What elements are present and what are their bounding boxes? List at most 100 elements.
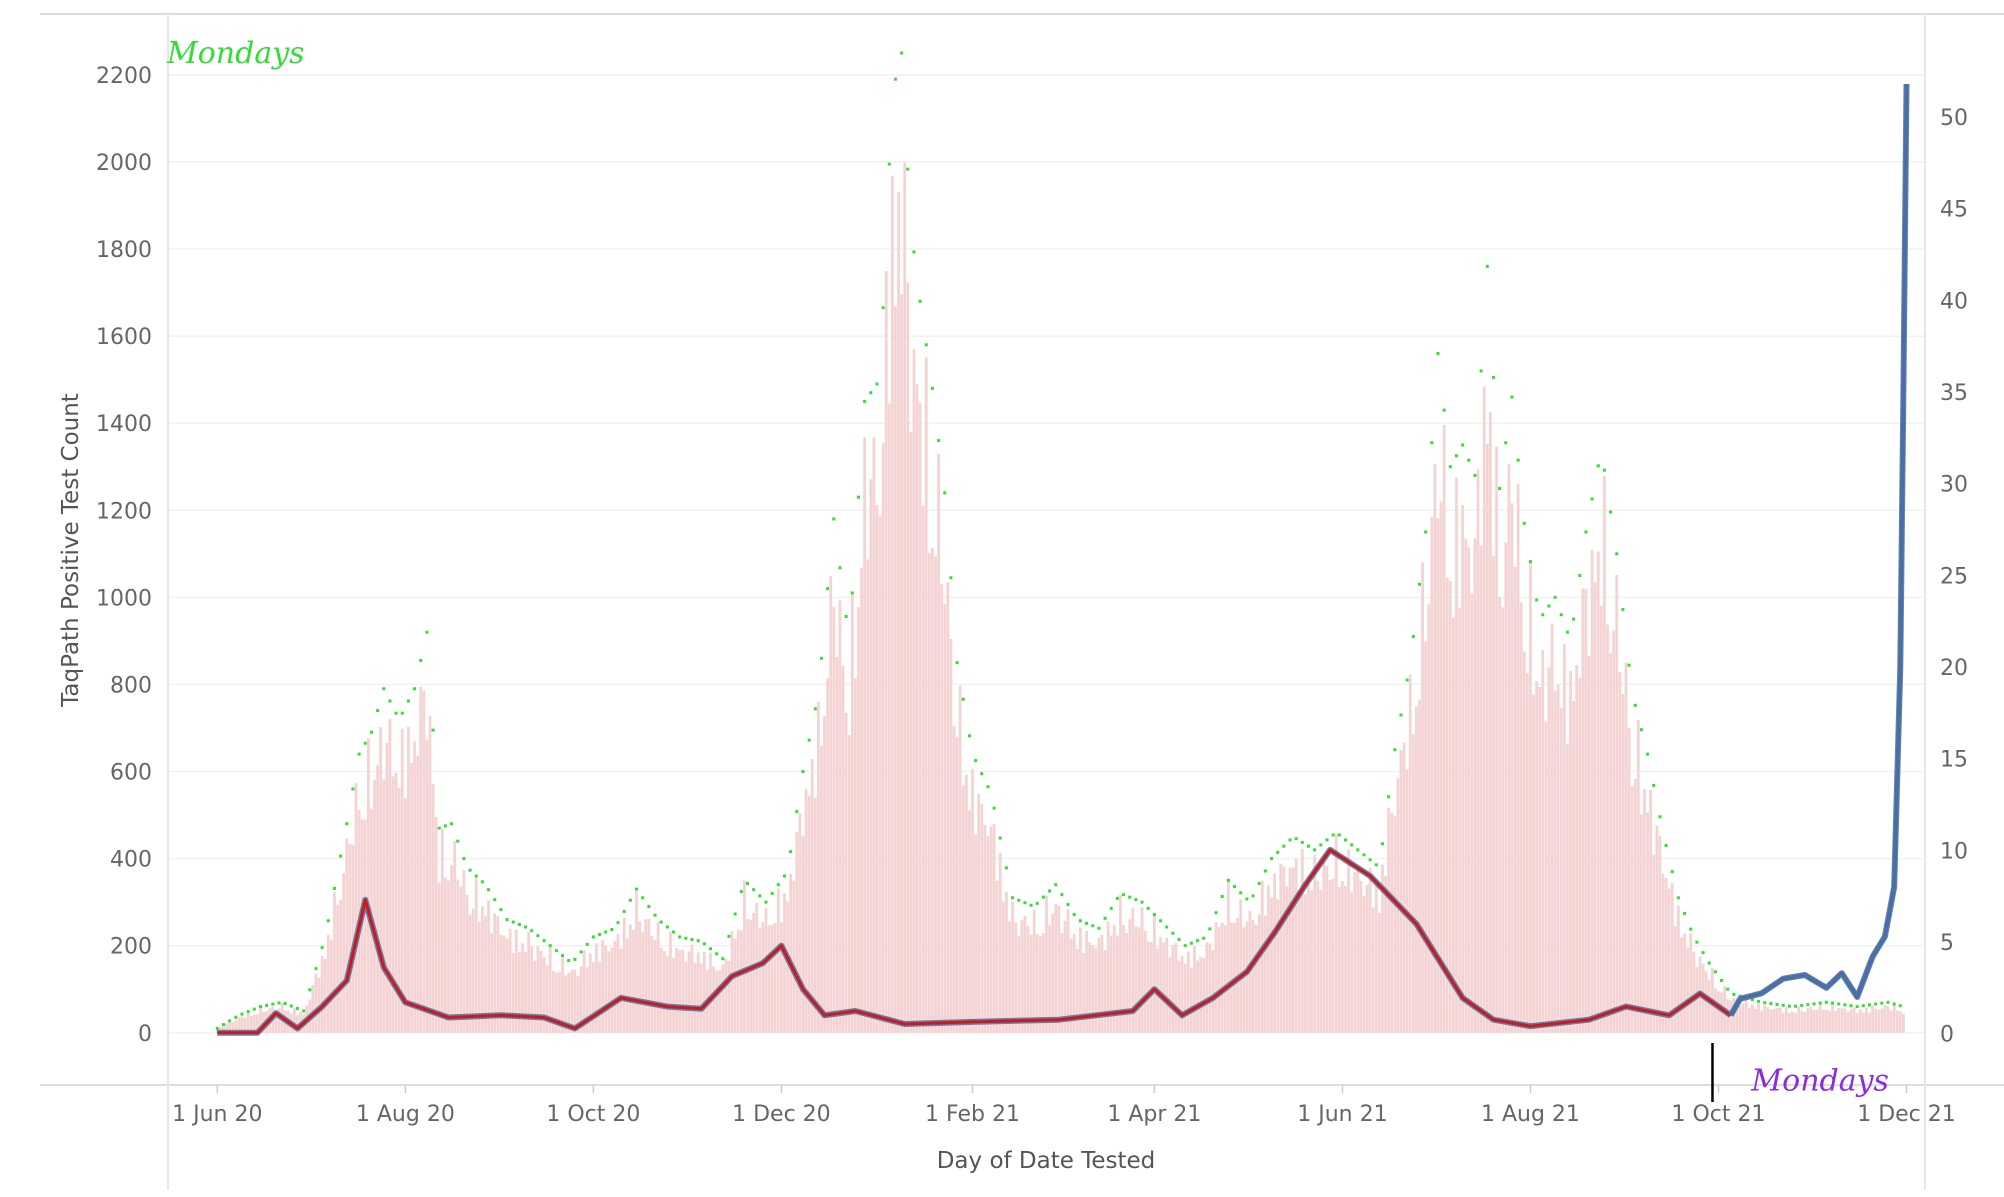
bar-dot [1886, 1000, 1890, 1004]
bar [1717, 991, 1720, 1033]
bar-dot [1134, 898, 1138, 902]
bar [1359, 880, 1363, 1033]
bar-dot [665, 925, 669, 929]
bar-dot [1868, 1003, 1872, 1007]
bar-dot [1658, 815, 1662, 819]
bar [1189, 968, 1193, 1033]
bar [1612, 630, 1616, 1033]
bar [582, 950, 586, 1033]
bar [628, 924, 632, 1033]
bar-dot [752, 888, 756, 892]
bar-dot [1294, 837, 1298, 841]
bar-dot [998, 836, 1002, 840]
axes: 0200400600800100012001400160018002000220… [40, 13, 2004, 1190]
bar-dot [807, 738, 811, 742]
bar [601, 940, 605, 1033]
bar [604, 945, 608, 1033]
bar-dot [1448, 465, 1452, 469]
bar-dot [1331, 833, 1335, 837]
bar-dot [437, 826, 441, 830]
bar [1800, 1010, 1804, 1033]
bar-dot [1787, 1004, 1791, 1008]
x-tick-label: 1 Feb 21 [925, 1102, 1020, 1127]
bar [1368, 867, 1372, 1033]
bar-dot [1233, 885, 1237, 889]
bar-dot [1257, 881, 1261, 885]
bar [1599, 605, 1603, 1033]
bar-dot [388, 699, 392, 703]
bar [536, 946, 540, 1033]
bar [1341, 881, 1344, 1033]
bar [1544, 721, 1548, 1033]
bar [789, 874, 793, 1033]
bar-dot [1498, 486, 1502, 490]
bar-dot [1535, 598, 1539, 602]
bar-dot [659, 920, 663, 924]
bar-dot [265, 1003, 269, 1007]
bar [1455, 477, 1458, 1033]
bar-dot [443, 824, 447, 828]
bar-dot [1652, 783, 1656, 787]
bar-dot [795, 810, 799, 814]
bar [869, 479, 873, 1033]
bar [407, 726, 410, 1033]
annotation-label: Mondays [1750, 1064, 1889, 1099]
bar-dot [1288, 838, 1292, 842]
bar [444, 877, 447, 1033]
bar [1001, 901, 1005, 1033]
series-line-outline [1728, 83, 1910, 1017]
bar [366, 738, 370, 1033]
bar [376, 764, 379, 1033]
bar-dot [468, 868, 472, 872]
bar [459, 886, 463, 1033]
bar [961, 785, 965, 1033]
bar-dot [1115, 896, 1119, 900]
bar [487, 900, 490, 1033]
bar [598, 961, 601, 1033]
bar [1587, 655, 1591, 1033]
bar [1445, 578, 1449, 1033]
bar [1621, 694, 1625, 1033]
bar [1572, 701, 1575, 1033]
bar-dot [524, 925, 528, 929]
bars [215, 161, 1905, 1033]
bar-dot [1861, 1004, 1865, 1008]
x-tick-label: 1 Oct 21 [1671, 1102, 1765, 1127]
bar [1048, 924, 1051, 1033]
bar-dot [1491, 375, 1495, 379]
bar [619, 948, 623, 1033]
bar [1214, 922, 1218, 1033]
bar-dot [1270, 857, 1274, 861]
bar [385, 743, 389, 1033]
bar-dot [1035, 901, 1039, 905]
series-lines [217, 83, 1910, 1036]
bar-dot [1239, 891, 1243, 895]
bar [505, 938, 509, 1033]
bar-dot [764, 900, 768, 904]
bar [1840, 1008, 1844, 1033]
bar [246, 1012, 250, 1033]
bar [989, 826, 993, 1033]
bar-dot [1757, 999, 1761, 1003]
bar-dot [1159, 919, 1163, 923]
bar-dot [1824, 1000, 1828, 1004]
bar [980, 804, 984, 1033]
x-tick-label: 1 Jun 21 [1297, 1102, 1387, 1127]
bar-dot [1769, 1002, 1773, 1006]
bar [672, 957, 675, 1033]
bar [909, 431, 913, 1033]
bar [1519, 602, 1523, 1033]
bar [1424, 641, 1428, 1033]
bar-dot [487, 888, 491, 892]
bar [971, 769, 974, 1033]
bar [1075, 948, 1079, 1033]
bar-dot [1048, 889, 1052, 893]
bar-dot [770, 891, 774, 895]
bar [983, 825, 987, 1033]
bar [1032, 909, 1036, 1033]
bar-dot [641, 896, 645, 900]
bar [1045, 895, 1048, 1033]
bar [878, 516, 882, 1033]
bar [317, 977, 321, 1033]
